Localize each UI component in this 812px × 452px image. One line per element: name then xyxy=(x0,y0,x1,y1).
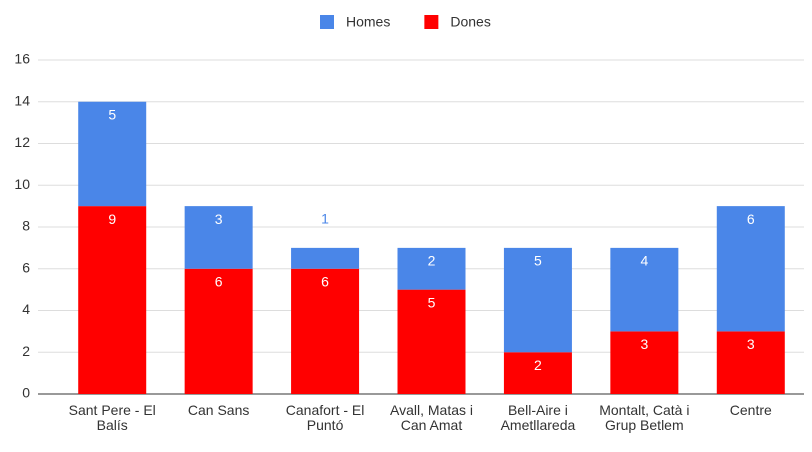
value-label: 4 xyxy=(640,253,648,269)
bar-segment xyxy=(78,206,147,394)
y-tick-label: 16 xyxy=(14,51,30,67)
x-tick-label: Avall, Matas i Can Amat xyxy=(390,402,473,433)
y-tick-label: 14 xyxy=(14,92,30,108)
x-tick-label: Bell-Aire i Ametllareda xyxy=(500,402,576,433)
value-label: 6 xyxy=(747,211,755,227)
bar-segment xyxy=(291,268,360,394)
value-label: 5 xyxy=(428,294,436,310)
x-tick-label: Montalt, Catà i Grup Betlem xyxy=(599,402,690,433)
bar-segment xyxy=(291,247,360,269)
bar-segment xyxy=(503,247,572,353)
x-tick-label: Sant Pere - El Balís xyxy=(68,402,156,433)
bar-segment xyxy=(397,289,466,394)
x-tick-label: Can Sans xyxy=(187,402,250,418)
legend-label: Dones xyxy=(450,14,490,30)
x-tick-label: Canafort - El Puntó xyxy=(285,402,365,433)
bar-segment xyxy=(503,352,572,394)
y-tick-label: 0 xyxy=(22,385,30,401)
y-tick-label: 8 xyxy=(22,218,30,234)
value-label: 6 xyxy=(215,273,223,289)
value-label: 5 xyxy=(534,253,542,269)
legend-label: Homes xyxy=(346,14,390,30)
x-tick-label: Centre xyxy=(729,402,772,418)
value-label: 3 xyxy=(215,211,223,227)
y-tick-label: 10 xyxy=(14,176,30,192)
value-label: 1 xyxy=(321,211,329,227)
value-label: 5 xyxy=(108,106,116,122)
y-tick-label: 2 xyxy=(22,343,30,359)
bar-segment xyxy=(184,268,253,394)
bar-segment xyxy=(78,101,147,207)
value-label: 6 xyxy=(321,273,329,289)
value-label: 9 xyxy=(108,211,116,227)
bar-segment xyxy=(184,206,253,269)
value-label: 3 xyxy=(640,336,648,352)
bar-segment xyxy=(716,206,785,332)
bar-segment xyxy=(397,247,466,290)
y-tick-label: 4 xyxy=(22,301,30,317)
value-label: 2 xyxy=(534,357,542,373)
y-tick-label: 6 xyxy=(22,259,30,275)
bar-segment xyxy=(610,247,679,332)
value-label: 2 xyxy=(428,253,436,269)
bar-segment xyxy=(716,331,785,394)
bar-segment xyxy=(610,331,679,394)
legend-swatch xyxy=(320,15,334,29)
value-label: 3 xyxy=(747,336,755,352)
legend-swatch xyxy=(424,15,439,29)
y-tick-label: 12 xyxy=(14,134,30,150)
